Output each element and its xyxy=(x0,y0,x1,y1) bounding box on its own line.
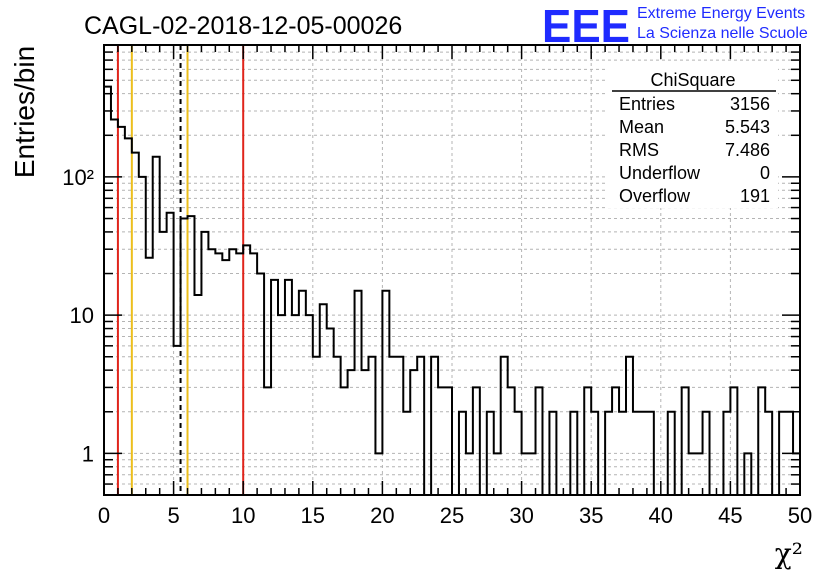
y-tick-label: 10 xyxy=(70,303,94,328)
stats-value: 5.543 xyxy=(725,117,770,137)
axis-ticks xyxy=(103,45,801,495)
x-tick-label: 0 xyxy=(98,503,110,528)
stats-label: Mean xyxy=(619,117,664,137)
x-tick-label: 15 xyxy=(301,503,325,528)
stats-value: 0 xyxy=(760,163,770,183)
x-tick-label: 25 xyxy=(440,503,464,528)
y-axis-title: Entries/bin xyxy=(9,46,40,178)
stats-label: Underflow xyxy=(619,163,701,183)
x-tick-label: 10 xyxy=(231,503,255,528)
y-tick-labels: 1 10 10² xyxy=(62,165,94,466)
x-tick-label: 35 xyxy=(579,503,603,528)
org-name-line-2: La Scienza nelle Scuole xyxy=(637,25,808,42)
y-tick-label: 10² xyxy=(62,165,94,190)
stats-label: Overflow xyxy=(619,186,691,206)
x-tick-label: 5 xyxy=(167,503,179,528)
x-tick-label: 30 xyxy=(509,503,533,528)
stats-value: 3156 xyxy=(730,94,770,114)
eee-logo: EEE xyxy=(542,0,630,52)
x-tick-label: 40 xyxy=(649,503,673,528)
stats-label: RMS xyxy=(619,140,659,160)
x-tick-label: 50 xyxy=(788,503,812,528)
x-axis-title: χ² xyxy=(775,537,803,570)
stats-value: 7.486 xyxy=(725,140,770,160)
y-tick-label: 1 xyxy=(82,441,94,466)
x-tick-label: 20 xyxy=(370,503,394,528)
chart-title: CAGL-02-2018-12-05-00026 xyxy=(84,12,402,40)
stats-label: Entries xyxy=(619,94,675,114)
x-tick-labels: 0 5 10 15 20 25 30 35 40 45 50 xyxy=(98,503,812,528)
stats-box: ChiSquare Entries 3156 Mean 5.543 RMS 7.486 Un… xyxy=(608,62,778,208)
org-name-line-1: Extreme Energy Events xyxy=(637,5,805,22)
stats-value: 191 xyxy=(740,186,770,206)
stats-box-title: ChiSquare xyxy=(650,70,735,90)
x-tick-label: 45 xyxy=(718,503,742,528)
